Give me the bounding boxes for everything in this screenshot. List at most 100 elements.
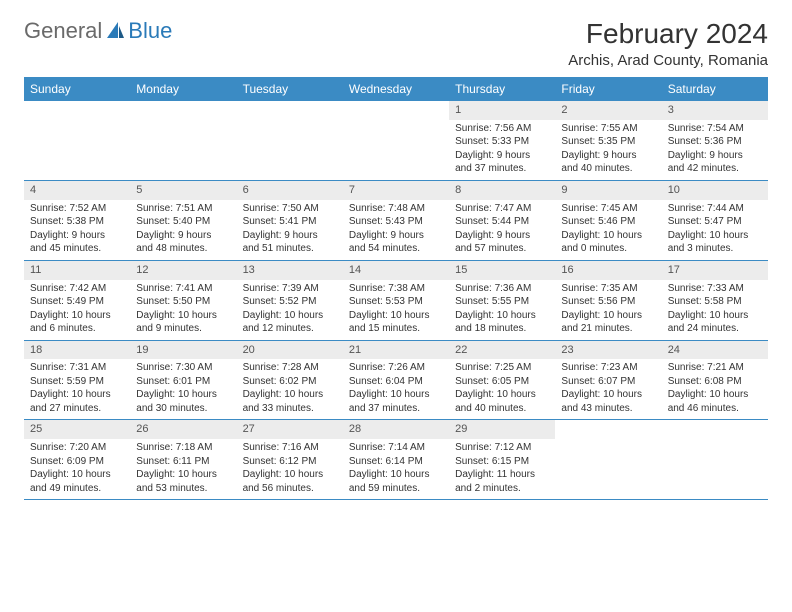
day-sunrise: Sunrise: 7:31 AM: [30, 361, 124, 375]
day-cell-empty: [555, 420, 661, 499]
day-sunrise: Sunrise: 7:45 AM: [561, 202, 655, 216]
day-sunset: Sunset: 5:56 PM: [561, 295, 655, 309]
day-sunset: Sunset: 5:33 PM: [455, 135, 549, 149]
day-content: Sunrise: 7:23 AMSunset: 6:07 PMDaylight:…: [555, 359, 661, 419]
day-daylight1: Daylight: 9 hours: [455, 149, 549, 163]
sail-icon: [104, 20, 126, 42]
day-content: Sunrise: 7:26 AMSunset: 6:04 PMDaylight:…: [343, 359, 449, 419]
day-number: 2: [555, 101, 661, 120]
day-content: Sunrise: 7:48 AMSunset: 5:43 PMDaylight:…: [343, 200, 449, 260]
day-cell: 14Sunrise: 7:38 AMSunset: 5:53 PMDayligh…: [343, 261, 449, 340]
week-row: 25Sunrise: 7:20 AMSunset: 6:09 PMDayligh…: [24, 420, 768, 500]
day-cell: 3Sunrise: 7:54 AMSunset: 5:36 PMDaylight…: [662, 101, 768, 180]
day-content: Sunrise: 7:12 AMSunset: 6:15 PMDaylight:…: [449, 439, 555, 499]
day-content: Sunrise: 7:55 AMSunset: 5:35 PMDaylight:…: [555, 120, 661, 180]
day-sunset: Sunset: 5:35 PM: [561, 135, 655, 149]
day-daylight1: Daylight: 10 hours: [136, 309, 230, 323]
day-sunset: Sunset: 5:41 PM: [243, 215, 337, 229]
day-cell: 27Sunrise: 7:16 AMSunset: 6:12 PMDayligh…: [237, 420, 343, 499]
week-row: 18Sunrise: 7:31 AMSunset: 5:59 PMDayligh…: [24, 341, 768, 421]
day-cell: 24Sunrise: 7:21 AMSunset: 6:08 PMDayligh…: [662, 341, 768, 420]
day-sunrise: Sunrise: 7:26 AM: [349, 361, 443, 375]
day-daylight2: and 18 minutes.: [455, 322, 549, 336]
header: General Blue February 2024 Archis, Arad …: [24, 18, 768, 69]
day-content: Sunrise: 7:28 AMSunset: 6:02 PMDaylight:…: [237, 359, 343, 419]
day-sunrise: Sunrise: 7:48 AM: [349, 202, 443, 216]
day-cell: 19Sunrise: 7:30 AMSunset: 6:01 PMDayligh…: [130, 341, 236, 420]
day-daylight2: and 0 minutes.: [561, 242, 655, 256]
day-daylight1: Daylight: 9 hours: [455, 229, 549, 243]
day-content: Sunrise: 7:51 AMSunset: 5:40 PMDaylight:…: [130, 200, 236, 260]
day-content: Sunrise: 7:54 AMSunset: 5:36 PMDaylight:…: [662, 120, 768, 180]
day-content: Sunrise: 7:35 AMSunset: 5:56 PMDaylight:…: [555, 280, 661, 340]
day-sunrise: Sunrise: 7:28 AM: [243, 361, 337, 375]
day-cell: 7Sunrise: 7:48 AMSunset: 5:43 PMDaylight…: [343, 181, 449, 260]
day-daylight1: Daylight: 10 hours: [349, 468, 443, 482]
day-daylight1: Daylight: 9 hours: [349, 229, 443, 243]
day-cell: 25Sunrise: 7:20 AMSunset: 6:09 PMDayligh…: [24, 420, 130, 499]
title-block: February 2024 Archis, Arad County, Roman…: [568, 18, 768, 69]
day-cell: 1Sunrise: 7:56 AMSunset: 5:33 PMDaylight…: [449, 101, 555, 180]
day-sunset: Sunset: 5:38 PM: [30, 215, 124, 229]
day-daylight1: Daylight: 10 hours: [561, 309, 655, 323]
day-number: 5: [130, 181, 236, 200]
day-daylight1: Daylight: 9 hours: [243, 229, 337, 243]
day-number: 24: [662, 341, 768, 360]
day-sunrise: Sunrise: 7:55 AM: [561, 122, 655, 136]
day-daylight1: Daylight: 9 hours: [136, 229, 230, 243]
day-daylight2: and 12 minutes.: [243, 322, 337, 336]
day-daylight1: Daylight: 10 hours: [668, 229, 762, 243]
day-daylight1: Daylight: 10 hours: [668, 309, 762, 323]
day-content: Sunrise: 7:18 AMSunset: 6:11 PMDaylight:…: [130, 439, 236, 499]
day-sunset: Sunset: 5:36 PM: [668, 135, 762, 149]
day-number: 11: [24, 261, 130, 280]
day-content: Sunrise: 7:31 AMSunset: 5:59 PMDaylight:…: [24, 359, 130, 419]
day-sunrise: Sunrise: 7:36 AM: [455, 282, 549, 296]
day-number: 27: [237, 420, 343, 439]
day-daylight2: and 37 minutes.: [455, 162, 549, 176]
day-cell: 4Sunrise: 7:52 AMSunset: 5:38 PMDaylight…: [24, 181, 130, 260]
day-sunrise: Sunrise: 7:33 AM: [668, 282, 762, 296]
day-number: 4: [24, 181, 130, 200]
day-daylight2: and 40 minutes.: [455, 402, 549, 416]
day-daylight1: Daylight: 10 hours: [243, 388, 337, 402]
day-daylight2: and 59 minutes.: [349, 482, 443, 496]
day-sunrise: Sunrise: 7:50 AM: [243, 202, 337, 216]
day-cell: 23Sunrise: 7:23 AMSunset: 6:07 PMDayligh…: [555, 341, 661, 420]
day-daylight1: Daylight: 10 hours: [30, 468, 124, 482]
month-title: February 2024: [568, 18, 768, 50]
weekday-header-row: SundayMondayTuesdayWednesdayThursdayFrid…: [24, 77, 768, 101]
day-daylight2: and 56 minutes.: [243, 482, 337, 496]
day-cell: 11Sunrise: 7:42 AMSunset: 5:49 PMDayligh…: [24, 261, 130, 340]
day-number: 14: [343, 261, 449, 280]
day-number: 17: [662, 261, 768, 280]
day-sunset: Sunset: 5:44 PM: [455, 215, 549, 229]
day-daylight2: and 57 minutes.: [455, 242, 549, 256]
day-cell: 18Sunrise: 7:31 AMSunset: 5:59 PMDayligh…: [24, 341, 130, 420]
day-cell: 15Sunrise: 7:36 AMSunset: 5:55 PMDayligh…: [449, 261, 555, 340]
day-daylight1: Daylight: 9 hours: [30, 229, 124, 243]
day-daylight2: and 37 minutes.: [349, 402, 443, 416]
day-number: 18: [24, 341, 130, 360]
week-row: 11Sunrise: 7:42 AMSunset: 5:49 PMDayligh…: [24, 261, 768, 341]
day-sunrise: Sunrise: 7:14 AM: [349, 441, 443, 455]
logo: General Blue: [24, 18, 172, 44]
day-content: Sunrise: 7:20 AMSunset: 6:09 PMDaylight:…: [24, 439, 130, 499]
day-sunset: Sunset: 5:47 PM: [668, 215, 762, 229]
day-daylight2: and 6 minutes.: [30, 322, 124, 336]
day-content: Sunrise: 7:56 AMSunset: 5:33 PMDaylight:…: [449, 120, 555, 180]
day-sunrise: Sunrise: 7:30 AM: [136, 361, 230, 375]
day-daylight2: and 46 minutes.: [668, 402, 762, 416]
day-number: 13: [237, 261, 343, 280]
day-sunrise: Sunrise: 7:18 AM: [136, 441, 230, 455]
weekday-header: Wednesday: [343, 77, 449, 101]
day-sunrise: Sunrise: 7:41 AM: [136, 282, 230, 296]
day-content: Sunrise: 7:45 AMSunset: 5:46 PMDaylight:…: [555, 200, 661, 260]
day-daylight1: Daylight: 10 hours: [561, 388, 655, 402]
day-number: 19: [130, 341, 236, 360]
day-sunset: Sunset: 5:46 PM: [561, 215, 655, 229]
logo-text-general: General: [24, 18, 102, 44]
day-number: 23: [555, 341, 661, 360]
day-daylight1: Daylight: 10 hours: [455, 388, 549, 402]
day-number: 22: [449, 341, 555, 360]
